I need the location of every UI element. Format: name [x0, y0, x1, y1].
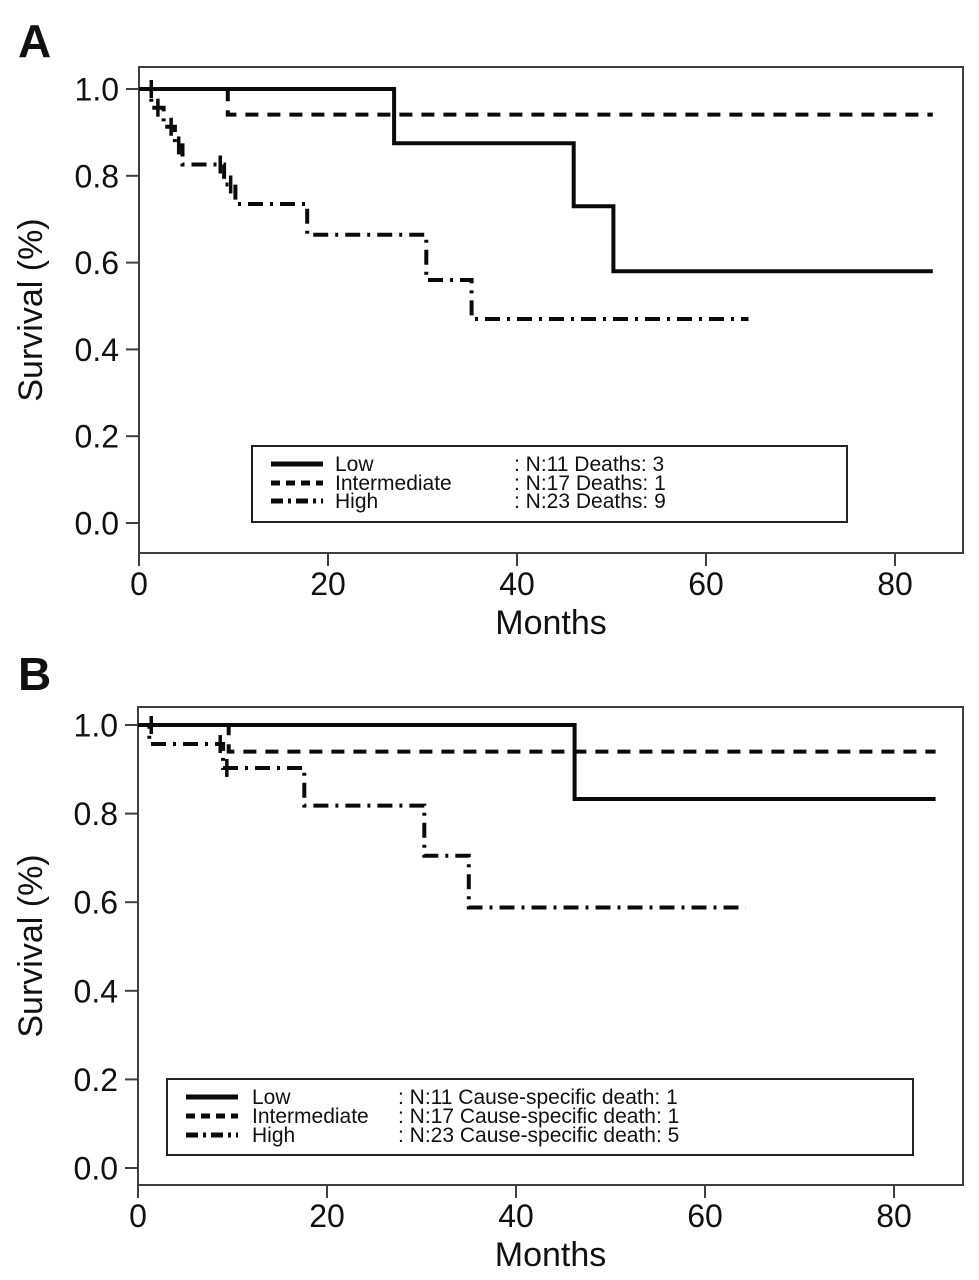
- y-tick-label: 1.0: [75, 72, 119, 108]
- x-tick-label: 0: [129, 1198, 147, 1234]
- y-tick-label: 0.6: [75, 245, 119, 281]
- x-tick-label: 20: [309, 1198, 345, 1234]
- legend-stats: : N:11 Deaths: 3: [514, 453, 664, 476]
- survival-curve-low-a: [139, 87, 933, 274]
- legend-stats: : N:17 Cause-specific death: 1: [398, 1105, 679, 1128]
- x-tick-label: 80: [877, 566, 913, 602]
- x-tick-label: 40: [498, 1198, 534, 1234]
- y-tick-label: 0.2: [74, 1062, 118, 1098]
- x-tick-label: 0: [130, 566, 148, 602]
- x-axis-title: Months: [495, 604, 607, 642]
- legend-stats: : N:23 Deaths: 9: [514, 490, 666, 513]
- y-axis-title: Survival (%): [12, 854, 50, 1037]
- x-tick-label: 20: [310, 566, 346, 602]
- survival-curve-low-b: [138, 723, 936, 801]
- y-tick-label: 0.8: [74, 796, 118, 832]
- x-tick-label: 60: [687, 1198, 723, 1234]
- legend-name: Intermediate: [252, 1105, 369, 1128]
- legend-stats: : N:11 Cause-specific death: 1: [398, 1086, 678, 1109]
- y-tick-label: 0.8: [75, 158, 119, 194]
- legend-box-b: [166, 1078, 914, 1156]
- survival-curve-intermediate-b: [138, 723, 936, 754]
- y-tick-label: 0.0: [75, 506, 119, 542]
- y-tick-label: 0.2: [75, 419, 119, 455]
- legend-name: High: [252, 1124, 295, 1147]
- legend-stats: : N:17 Deaths: 1: [514, 472, 666, 495]
- legend-name: High: [335, 490, 378, 513]
- y-tick-label: 0.4: [74, 973, 118, 1009]
- survival-curve-high-b: [138, 723, 746, 910]
- x-axis-title: Months: [495, 1236, 607, 1274]
- legend-name: Intermediate: [335, 472, 452, 495]
- x-tick-label: 60: [688, 566, 724, 602]
- x-tick-label: 40: [499, 566, 535, 602]
- legend-box-a: [251, 445, 848, 523]
- legend-name: Low: [252, 1086, 291, 1109]
- survival-curve-intermediate-a: [139, 87, 933, 117]
- y-tick-label: 0.6: [74, 885, 118, 921]
- survival-curve-high-a: [139, 87, 749, 321]
- plot-box-b: [137, 706, 964, 1186]
- y-tick-label: 1.0: [74, 708, 118, 744]
- panel-b-label: B: [18, 648, 51, 700]
- y-tick-label: 0.0: [74, 1151, 118, 1187]
- legend-name: Low: [335, 453, 374, 476]
- panel-a-label: A: [18, 15, 51, 67]
- y-tick-label: 0.4: [75, 332, 119, 368]
- plot-box-a: [138, 66, 964, 554]
- y-axis-title: Survival (%): [12, 218, 50, 401]
- x-tick-label: 80: [876, 1198, 912, 1234]
- legend-stats: : N:23 Cause-specific death: 5: [398, 1124, 679, 1147]
